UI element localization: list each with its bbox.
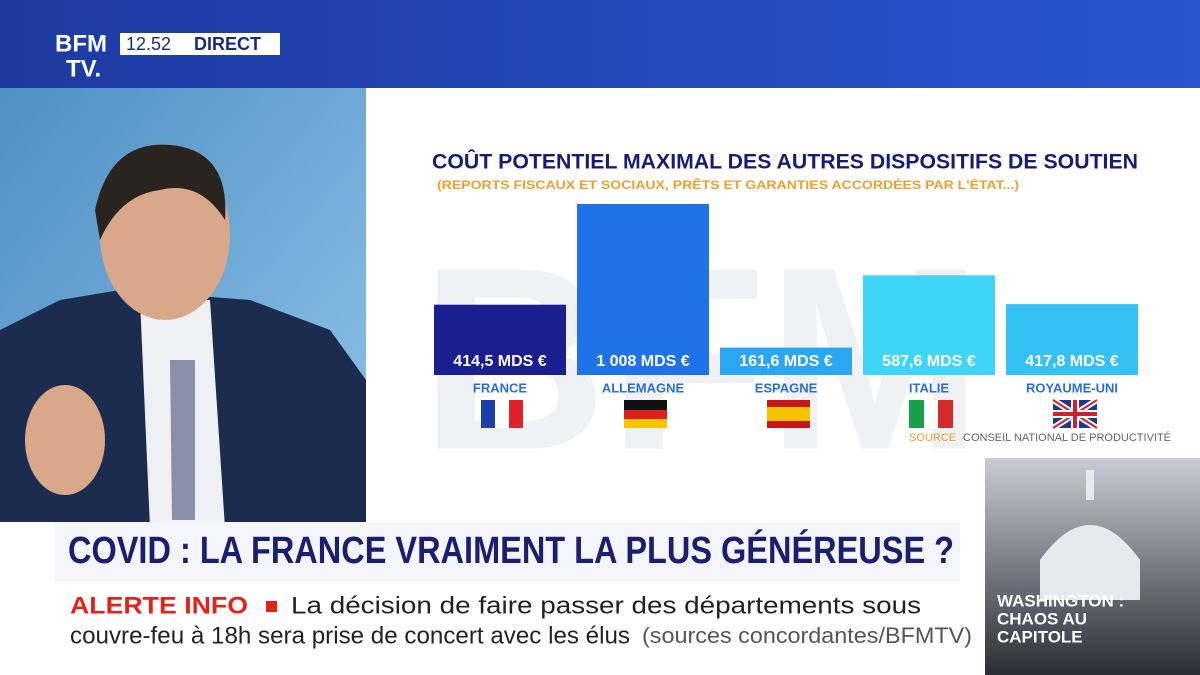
chart-title: COÛT POTENTIEL MAXIMAL DES AUTRES DISPOS… bbox=[432, 150, 1138, 174]
side-title: CAPITOLE bbox=[997, 627, 1083, 646]
category-label: ROYAUME-UNI bbox=[1026, 380, 1118, 395]
side-title: WASHINGTON : bbox=[997, 591, 1124, 610]
live-label: DIRECT bbox=[194, 34, 261, 54]
bars: 414,5 MDS € FRANCE 1 008 MDS € ALLEMAGNE 161… bbox=[434, 204, 1138, 395]
flag-germany bbox=[624, 400, 667, 428]
ticker-credit: (sources concordantes/BFMTV) bbox=[642, 623, 972, 648]
value-label: 587,6 MDS € bbox=[882, 353, 975, 370]
bar bbox=[1006, 304, 1138, 375]
flag-italy bbox=[909, 400, 953, 428]
headline: COVID : LA FRANCE VRAIMENT LA PLUS GÉNÉR… bbox=[68, 528, 954, 572]
capitol-spire bbox=[1086, 470, 1094, 500]
bar bbox=[434, 304, 566, 375]
ticker-line: couvre-feu à 18h sera prise de concert a… bbox=[70, 622, 630, 649]
flag-uk bbox=[1051, 397, 1099, 431]
presenter-hand bbox=[25, 385, 105, 495]
ticker-line: La décision de faire passer des départem… bbox=[291, 592, 921, 619]
logo: TV. bbox=[66, 55, 101, 82]
source: CONSEIL NATIONAL DE PRODUCTIVITÉ bbox=[963, 431, 1171, 444]
bar bbox=[863, 275, 995, 375]
category-label: ITALIE bbox=[909, 380, 950, 395]
clock-box bbox=[120, 33, 280, 55]
value-label: 1 008 MDS € bbox=[596, 353, 689, 370]
category-label: FRANCE bbox=[473, 380, 527, 395]
alert-label: ALERTE INFO bbox=[70, 592, 248, 619]
alert-bullet bbox=[266, 601, 277, 612]
clock: 12.52 bbox=[126, 34, 171, 54]
flag-spain bbox=[767, 400, 810, 428]
bar bbox=[720, 347, 852, 375]
capitol-dome bbox=[1040, 525, 1140, 600]
presenter-tie bbox=[170, 360, 195, 520]
chart-subtitle: (REPORTS FISCAUX ET SOCIAUX, PRÊTS ET GA… bbox=[437, 177, 1019, 192]
category-label: ALLEMAGNE bbox=[602, 380, 685, 395]
logo: BFM bbox=[55, 30, 107, 57]
value-label: 417,8 MDS € bbox=[1025, 353, 1118, 370]
ticker bbox=[0, 582, 985, 675]
side-title: CHAOS AU bbox=[997, 609, 1087, 628]
value-label: 414,5 MDS € bbox=[453, 353, 546, 370]
category-label: ESPAGNE bbox=[755, 380, 818, 395]
bar bbox=[577, 204, 709, 375]
flag-france bbox=[481, 400, 523, 428]
presenter-hair bbox=[95, 144, 226, 240]
source-label: SOURCE bbox=[909, 432, 956, 444]
value-label: 161,6 MDS € bbox=[739, 353, 832, 370]
headline-box bbox=[55, 522, 960, 582]
